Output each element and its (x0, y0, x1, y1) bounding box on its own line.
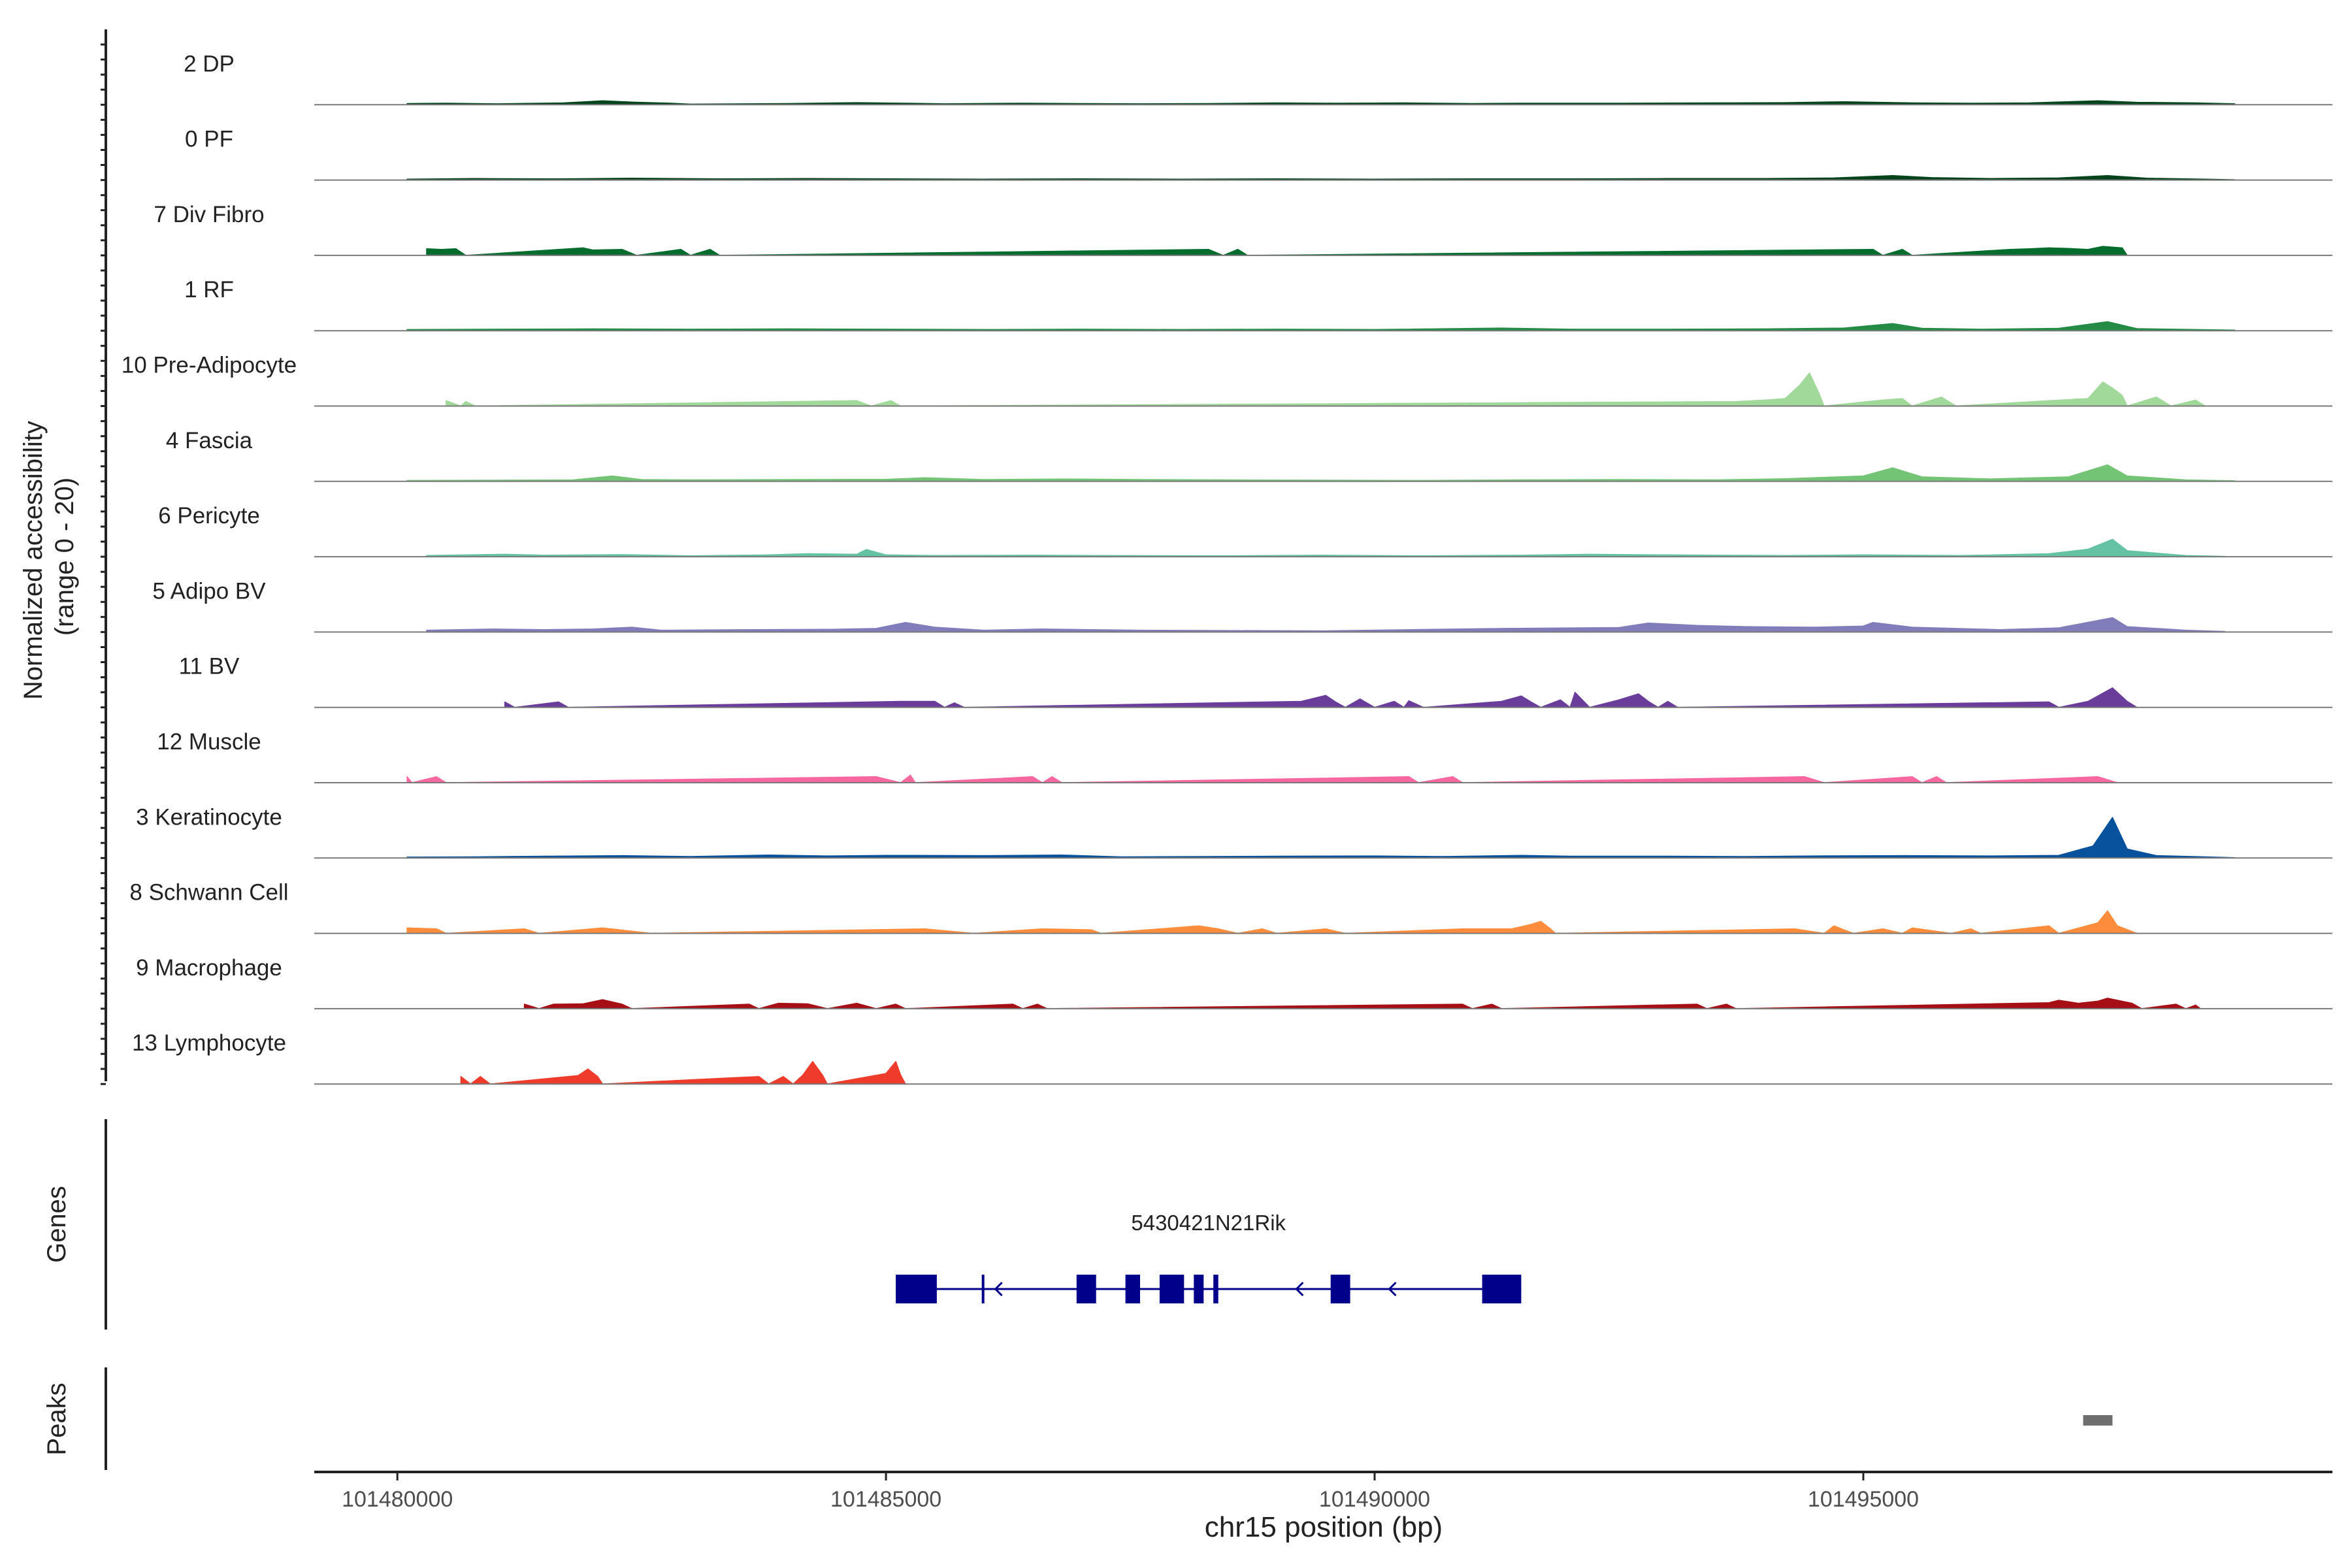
gene-exon (1076, 1275, 1096, 1303)
coverage-area (406, 100, 2236, 106)
track-10-pre-adipocyte: 10 Pre-Adipocyte (122, 353, 2332, 407)
gene-model: 5430421N21Rik (896, 1211, 1522, 1303)
strand-arrow (1295, 1281, 1304, 1297)
peaks-panel-label: Peaks (42, 1382, 71, 1455)
track-12-muscle: 12 Muscle (157, 729, 2332, 783)
coverage-area (426, 617, 2226, 633)
track-label: 2 DP (184, 51, 235, 76)
track-7-div-fibro: 7 Div Fibro (154, 202, 2332, 256)
track-2-dp: 2 DP (184, 51, 2332, 106)
gene-exon (981, 1275, 985, 1303)
track-label: 5 Adipo BV (152, 578, 266, 604)
coverage-area (446, 372, 2206, 407)
coverage-area (460, 1060, 906, 1085)
track-0-pf: 0 PF (185, 127, 2332, 181)
peak-mark (2083, 1415, 2113, 1426)
x-tick-label: 101495000 (1808, 1487, 1919, 1512)
x-axis: 101480000 101485000 101490000 101495000 chr… (314, 1471, 2332, 1543)
coverage-area (426, 538, 2226, 557)
gene-exon (896, 1275, 937, 1303)
tracks-y-axis-label: Normalized accessibility (range 0 - 20) (19, 414, 79, 700)
strand-arrow (1388, 1281, 1397, 1297)
track-5-adipo-bv: 5 Adipo BV (152, 578, 2332, 633)
track-rows: 2 DP 0 PF 7 Div Fibro 1 RF 10 Pre-Adipocyte 4… (122, 51, 2332, 1085)
x-axis-ticks: 101480000 101485000 101490000 101495000 (342, 1472, 1919, 1512)
genes-panel: Genes 5430421N21Rik (42, 1119, 1522, 1330)
coverage-area (504, 687, 2138, 708)
gene-exon (1213, 1275, 1218, 1303)
coverage-tracks-panel: Normalized accessibility (range 0 - 20) … (19, 29, 2332, 1085)
coverage-area (426, 246, 2128, 256)
track-4-fascia: 4 Fascia (166, 428, 2332, 482)
gene-name-label: 5430421N21Rik (1131, 1211, 1286, 1235)
track-label: 6 Pericyte (158, 503, 260, 529)
tracks-y-axis-ticks (101, 43, 106, 1085)
track-13-lymphocyte: 13 Lymphocyte (132, 1030, 2332, 1085)
track-label: 10 Pre-Adipocyte (122, 353, 297, 378)
track-8-schwann-cell: 8 Schwann Cell (129, 880, 2332, 934)
track-1-rf: 1 RF (184, 277, 2332, 332)
track-3-keratinocyte: 3 Keratinocyte (136, 804, 2332, 859)
x-axis-label: chr15 position (bp) (1205, 1511, 1443, 1543)
track-label: 1 RF (184, 277, 234, 302)
track-label: 3 Keratinocyte (136, 804, 282, 830)
gene-exon (1194, 1275, 1204, 1303)
track-label: 7 Div Fibro (154, 202, 264, 227)
track-6-pericyte: 6 Pericyte (158, 503, 2332, 558)
gene-exon (1125, 1275, 1140, 1303)
track-label: 9 Macrophage (136, 955, 282, 981)
coverage-area (406, 321, 2236, 331)
gene-models: 5430421N21Rik (896, 1211, 1522, 1303)
peak-marks (2083, 1415, 2113, 1426)
coverage-area (406, 464, 2236, 482)
gene-exon (1159, 1275, 1184, 1303)
x-tick-label: 101485000 (830, 1487, 941, 1512)
gene-exon (1330, 1275, 1350, 1303)
coverage-area (406, 174, 2236, 181)
x-tick-label: 101490000 (1319, 1487, 1430, 1512)
coverage-area (523, 998, 2201, 1009)
track-9-macrophage: 9 Macrophage (136, 955, 2332, 1009)
track-label: 11 BV (179, 654, 240, 679)
track-11-bv: 11 BV (179, 654, 2332, 708)
gene-exon (1482, 1275, 1522, 1303)
peaks-panel: Peaks (42, 1367, 2113, 1470)
genes-panel-label: Genes (42, 1186, 71, 1263)
track-label: 8 Schwann Cell (129, 880, 288, 906)
track-label: 4 Fascia (166, 428, 253, 453)
coverage-area (406, 910, 2138, 934)
strand-arrow (994, 1281, 1003, 1297)
track-label: 13 Lymphocyte (132, 1030, 286, 1056)
coverage-area (406, 817, 2236, 859)
x-tick-label: 101480000 (342, 1487, 453, 1512)
track-label: 0 PF (185, 127, 233, 152)
coverage-area (406, 774, 2118, 783)
track-label: 12 Muscle (157, 729, 261, 755)
